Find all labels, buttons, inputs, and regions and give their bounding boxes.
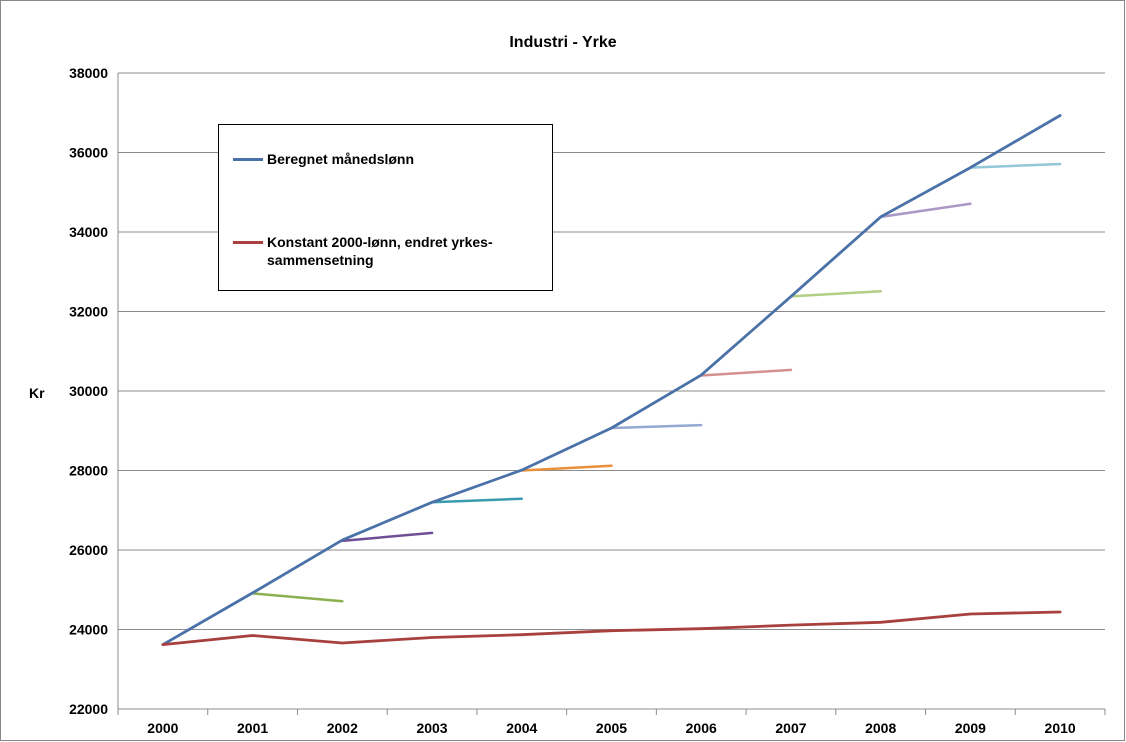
y-axis-ticks: 22000 24000 26000 28000 30000 32000 34000 36000… bbox=[69, 65, 108, 717]
segment-line bbox=[699, 368, 793, 377]
legend-item-konstant: Konstant 2000-lønn, endret yrkes-sammens… bbox=[233, 233, 542, 269]
y-tick-label: 38000 bbox=[69, 65, 108, 81]
legend: Beregnet månedslønn Konstant 2000-lønn, … bbox=[218, 124, 553, 291]
x-tick-label: 2003 bbox=[416, 720, 447, 736]
legend-swatch-konstant bbox=[233, 241, 263, 244]
x-tick-label: 2009 bbox=[955, 720, 986, 736]
segment-lines bbox=[251, 162, 1062, 603]
y-tick-label: 30000 bbox=[69, 383, 108, 399]
y-tick-label: 22000 bbox=[69, 701, 108, 717]
segment-line bbox=[610, 423, 703, 430]
x-tick-label: 2008 bbox=[865, 720, 896, 736]
chart-title: Industri - Yrke bbox=[509, 34, 616, 51]
x-tick-label: 2010 bbox=[1045, 720, 1076, 736]
x-tick-label: 2000 bbox=[147, 720, 178, 736]
legend-label-beregnet: Beregnet månedslønn bbox=[267, 151, 415, 167]
segment-line bbox=[879, 202, 972, 219]
x-tick-label: 2006 bbox=[686, 720, 717, 736]
y-axis-label: Kr bbox=[29, 385, 45, 401]
segment-line bbox=[969, 162, 1062, 169]
series-lines bbox=[161, 114, 1062, 646]
y-tick-label: 24000 bbox=[69, 622, 108, 638]
y-tick-label: 36000 bbox=[69, 145, 108, 161]
series-line-konstant bbox=[161, 610, 1062, 646]
x-tick-label: 2001 bbox=[237, 720, 268, 736]
x-tick-label: 2005 bbox=[596, 720, 627, 736]
y-tick-label: 34000 bbox=[69, 224, 108, 240]
x-axis-ticks: 2000 2001 2002 2003 2004 2005 2006 2007 2008 2009… bbox=[147, 720, 1076, 736]
series-line-beregnet bbox=[161, 114, 1062, 646]
y-tick-label: 28000 bbox=[69, 463, 108, 479]
axes bbox=[117, 73, 1106, 715]
x-tick-label: 2002 bbox=[327, 720, 358, 736]
segment-line bbox=[789, 289, 882, 298]
segment-line bbox=[341, 531, 434, 543]
segment-line bbox=[430, 497, 524, 504]
x-tick-label: 2007 bbox=[775, 720, 806, 736]
y-tick-label: 26000 bbox=[69, 542, 108, 558]
x-tick-label: 2004 bbox=[506, 720, 537, 736]
segment-line bbox=[520, 464, 613, 472]
legend-swatch-beregnet bbox=[233, 158, 263, 161]
y-tick-label: 32000 bbox=[69, 304, 108, 320]
legend-label-konstant: Konstant 2000-lønn, endret yrkes-sammens… bbox=[267, 234, 493, 268]
segment-line bbox=[251, 592, 344, 603]
legend-item-beregnet: Beregnet månedslønn bbox=[233, 150, 542, 168]
